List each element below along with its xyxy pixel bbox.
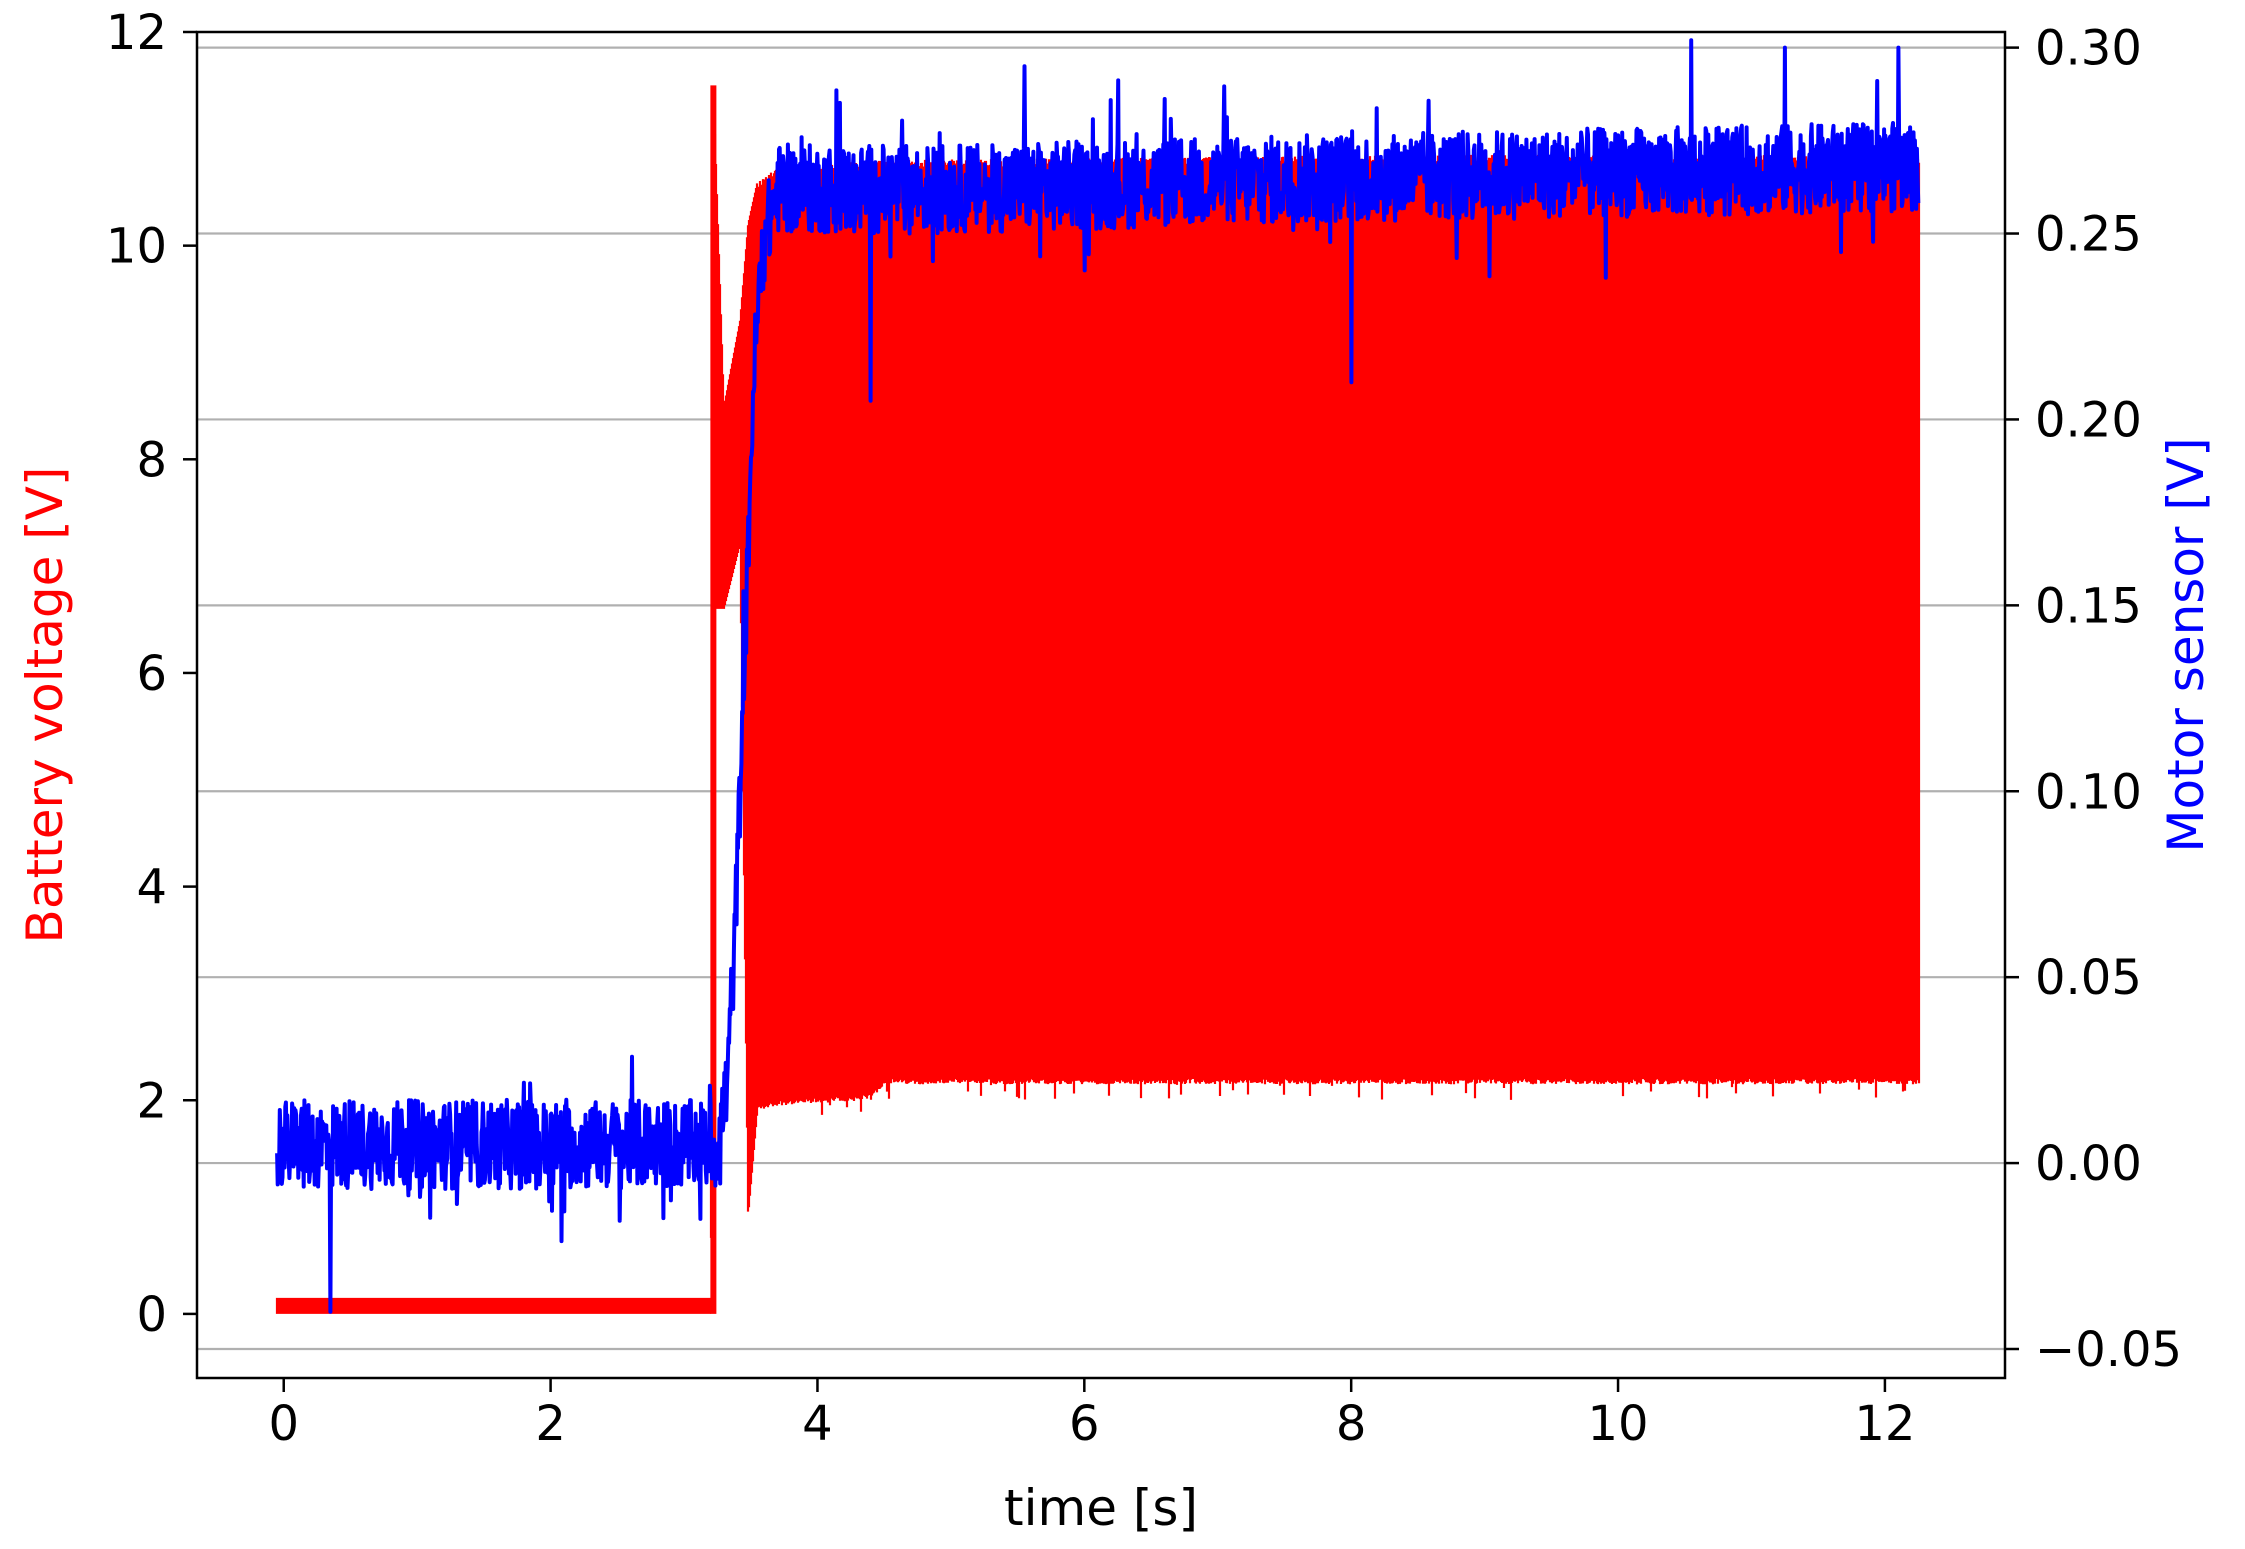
left-y-tick-label: 6 [136, 646, 167, 702]
plot-frame [195, 30, 2007, 1380]
x-axis-title: time [s] [1004, 1479, 1198, 1537]
right-y-tick-label: −0.05 [2035, 1322, 2182, 1378]
x-tick-label: 2 [535, 1396, 566, 1452]
battery-voltage-series [275, 85, 1921, 1314]
left-y-tick-label: 4 [136, 860, 167, 916]
x-axis: 0 2 4 6 8 10 12 [268, 1378, 1915, 1452]
left-y-tick-label: 12 [106, 5, 167, 61]
x-tick-label: 6 [1069, 1396, 1100, 1452]
left-y-axis-title: Battery voltage [V] [16, 467, 74, 944]
left-y-tick-label: 0 [136, 1287, 167, 1343]
left-y-tick-label: 8 [136, 432, 167, 488]
plot-area [275, 38, 1921, 1314]
x-tick-label: 0 [268, 1396, 299, 1452]
right-y-axis: −0.05 0.00 0.05 0.10 0.15 0.20 0.25 0.30 [2005, 21, 2182, 1378]
x-tick-label: 4 [802, 1396, 833, 1452]
left-y-axis: 0 2 4 6 8 10 12 [106, 5, 197, 1343]
right-y-tick-label: 0.20 [2035, 392, 2142, 448]
right-y-tick-label: 0.15 [2035, 578, 2142, 634]
motor-sensor-series [275, 38, 1921, 1314]
left-y-tick-label: 10 [106, 219, 167, 275]
left-y-tick-label: 2 [136, 1073, 167, 1129]
battery-voltage-trace [275, 104, 1921, 1314]
x-tick-label: 12 [1854, 1396, 1915, 1452]
right-y-tick-label: 0.10 [2035, 764, 2142, 820]
right-y-tick-label: 0.05 [2035, 950, 2142, 1006]
motor-sensor-trace [275, 38, 1921, 1314]
right-y-axis-title: Motor sensor [V] [2157, 437, 2215, 852]
right-y-tick-label: 0.00 [2035, 1136, 2142, 1192]
x-tick-label: 8 [1336, 1396, 1367, 1452]
right-y-tick-label: 0.30 [2035, 21, 2142, 77]
right-y-tick-label: 0.25 [2035, 207, 2142, 263]
x-tick-label: 10 [1588, 1396, 1649, 1452]
